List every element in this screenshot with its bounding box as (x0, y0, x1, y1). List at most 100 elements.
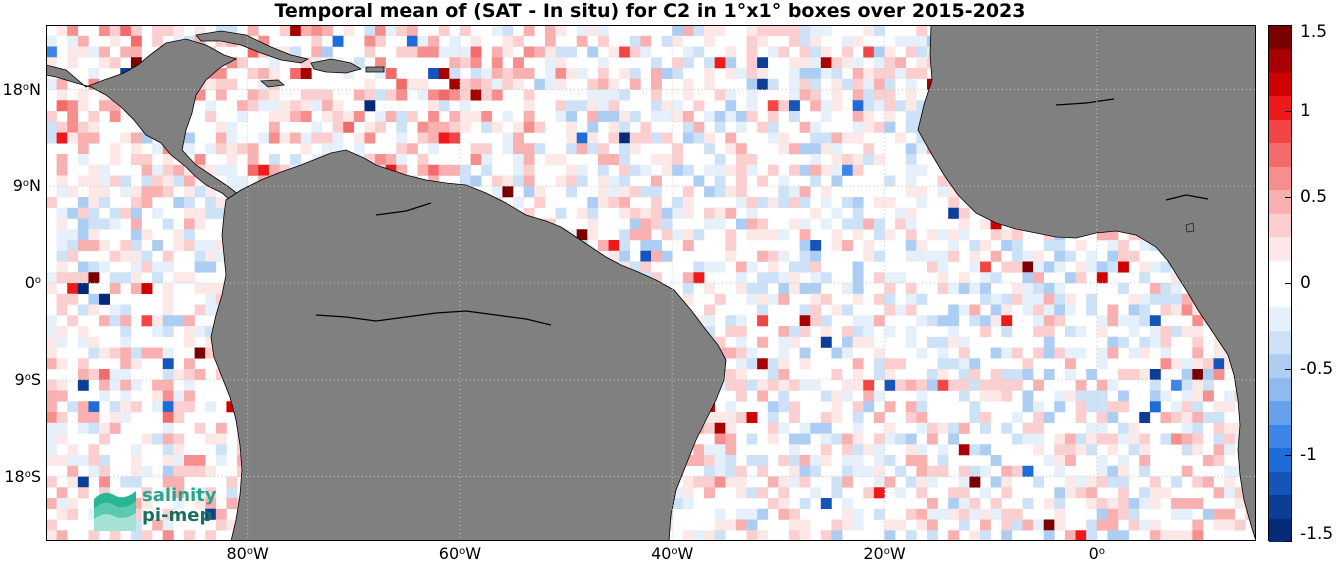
anomaly-cell (77, 476, 89, 488)
anomaly-cell (831, 240, 843, 252)
anomaly-cell (831, 401, 843, 413)
anomaly-cell (1202, 476, 1214, 488)
anomaly-cell (704, 57, 715, 69)
anomaly-cell (1043, 304, 1055, 316)
anomaly-cell (491, 89, 503, 101)
anomaly-cell (820, 336, 832, 348)
anomaly-cell (810, 261, 822, 273)
anomaly-cell (428, 68, 440, 80)
anomaly-cell (778, 347, 790, 359)
anomaly-cell (311, 100, 323, 112)
anomaly-cell (651, 175, 662, 187)
anomaly-cell (88, 261, 100, 273)
anomaly-cell (576, 164, 588, 176)
anomaly-cell (1096, 272, 1108, 284)
anomaly-cell (205, 326, 217, 338)
anomaly-cell (1011, 347, 1023, 359)
anomaly-cell (173, 229, 185, 241)
anomaly-cell (778, 455, 790, 467)
map-area[interactable] (46, 25, 1256, 541)
lat-tick-number: 0 (24, 273, 35, 292)
anomaly-cell (895, 487, 907, 499)
anomaly-cell (587, 89, 599, 101)
anomaly-cell (905, 326, 917, 338)
lon-tick-label: 20oW (863, 545, 905, 563)
anomaly-cell (842, 508, 853, 520)
anomaly-cell (852, 272, 864, 284)
anomaly-cell (120, 250, 132, 262)
lon-tick-label: 0o (1089, 545, 1105, 563)
anomaly-cell (810, 240, 822, 252)
anomaly-cell (56, 379, 68, 391)
anomaly-cell (576, 175, 588, 187)
anomaly-cell (948, 240, 960, 252)
anomaly-cell (130, 444, 142, 456)
anomaly-cell (969, 304, 981, 316)
anomaly-cell (767, 379, 779, 391)
anomaly-cell (958, 369, 970, 381)
anomaly-cell (672, 164, 684, 176)
anomaly-cell (56, 132, 68, 144)
anomaly-cell (863, 326, 875, 338)
anomaly-cell (969, 379, 981, 391)
anomaly-cell (502, 78, 514, 90)
anomaly-cell (428, 46, 440, 58)
anomaly-cell (778, 46, 790, 58)
anomaly-cell (268, 164, 280, 176)
anomaly-cell (905, 111, 917, 123)
anomaly-cell (682, 476, 694, 488)
anomaly-cell (491, 175, 503, 187)
anomaly-cell (619, 197, 631, 209)
anomaly-cell (969, 508, 981, 520)
anomaly-cell (958, 379, 970, 391)
anomaly-cell (130, 57, 142, 69)
colorbar-segment (1269, 495, 1291, 520)
anomaly-cell (555, 207, 567, 219)
anomaly-cell (916, 143, 928, 155)
anomaly-cell (1001, 347, 1013, 359)
anomaly-cell (1033, 412, 1045, 424)
anomaly-cell (215, 78, 227, 90)
anomaly-cell (77, 422, 89, 434)
colorbar-segment (1269, 72, 1291, 97)
anomaly-cell (183, 455, 195, 467)
anomaly-cell (99, 379, 110, 391)
anomaly-cell (481, 89, 493, 101)
anomaly-cell (799, 465, 811, 477)
anomaly-cell (820, 111, 832, 123)
anomaly-cell (1139, 240, 1151, 252)
anomaly-cell (948, 197, 960, 209)
anomaly-cell (863, 487, 875, 499)
anomaly-cell (1054, 455, 1066, 467)
anomaly-cell (332, 111, 344, 123)
anomaly-cell (980, 218, 991, 230)
anomaly-cell (1213, 358, 1225, 370)
anomaly-cell (173, 476, 185, 488)
anomaly-cell (884, 519, 896, 531)
anomaly-cell (56, 412, 68, 424)
anomaly-cell (884, 100, 896, 112)
anomaly-cell (704, 455, 715, 467)
anomaly-cell (735, 326, 747, 338)
anomaly-cell (1139, 272, 1151, 284)
anomaly-cell (205, 347, 217, 359)
anomaly-cell (863, 444, 875, 456)
anomaly-cell (1054, 250, 1066, 262)
anomaly-cell (534, 121, 546, 133)
anomaly-cell (725, 111, 737, 123)
anomaly-cell (88, 508, 100, 520)
anomaly-cell (873, 315, 885, 327)
anomaly-cell (863, 143, 875, 155)
anomaly-cell (746, 100, 758, 112)
anomaly-cell (1096, 508, 1108, 520)
anomaly-cell (183, 207, 195, 219)
anomaly-cell (1096, 465, 1108, 477)
anomaly-cell (1011, 412, 1023, 424)
anomaly-cell (1213, 508, 1225, 520)
anomaly-cell (1022, 519, 1034, 531)
anomaly-cell (109, 369, 121, 381)
anomaly-cell (120, 272, 132, 284)
anomaly-cell (799, 315, 811, 327)
anomaly-cell (1128, 519, 1140, 531)
anomaly-cell (820, 272, 832, 284)
